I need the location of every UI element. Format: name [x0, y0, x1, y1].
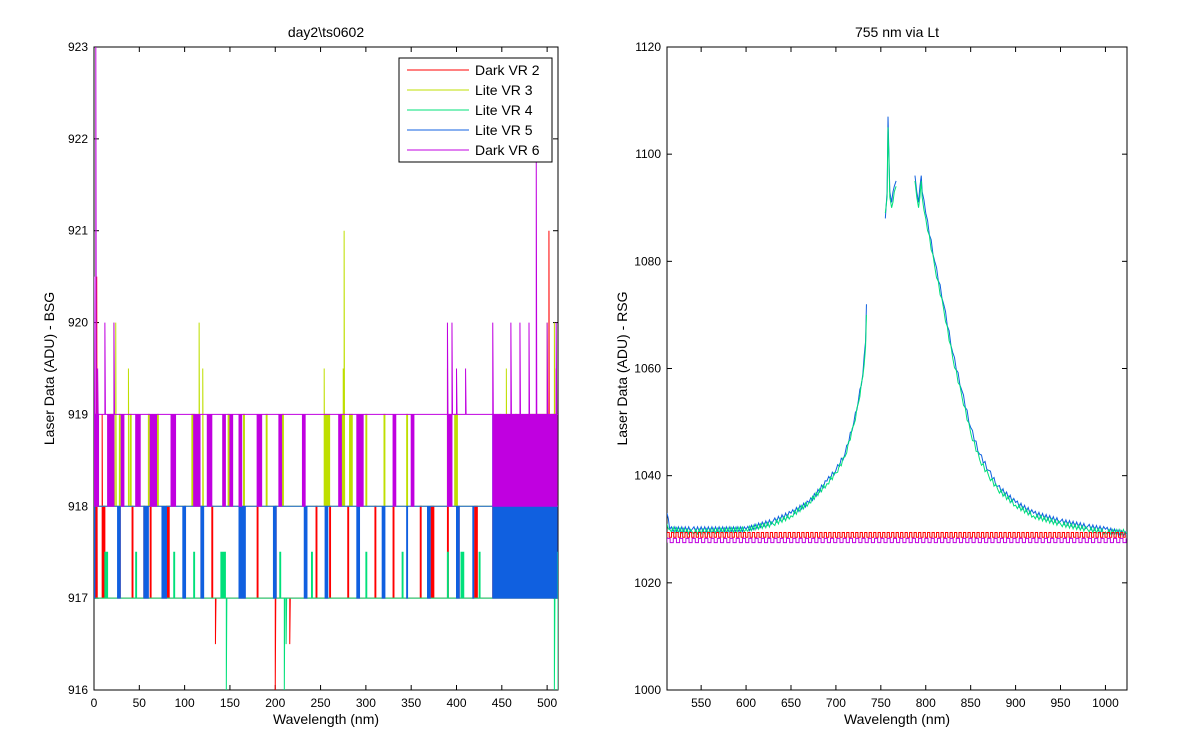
y-tick-label: 920 — [68, 316, 88, 330]
x-tick-label: 850 — [961, 696, 981, 710]
y-tick-label: 1080 — [634, 254, 661, 268]
y-tick-label: 1000 — [634, 683, 661, 697]
left-y-axis-label: Laser Data (ADU) - BSG — [41, 292, 57, 445]
right-plot-area: 550 600 650 700 750 800 850 900 950 1000 1000 1020 1… — [634, 40, 1128, 710]
legend-label: Lite VR 5 — [475, 122, 533, 138]
legend-label: Dark VR 2 — [475, 62, 540, 78]
series-line — [667, 127, 1127, 536]
x-tick-label: 900 — [1006, 696, 1026, 710]
x-tick-label: 200 — [265, 696, 285, 710]
y-tick-label: 1100 — [635, 147, 661, 161]
y-tick-label: 919 — [68, 407, 88, 421]
y-tick-label: 917 — [68, 591, 88, 605]
y-tick-label: 1120 — [635, 40, 661, 54]
y-tick-label: 1020 — [634, 576, 661, 590]
x-tick-label: 800 — [916, 696, 936, 710]
y-tick-label: 921 — [68, 224, 88, 238]
y-tick-label: 922 — [68, 132, 88, 146]
x-tick-label: 650 — [781, 696, 801, 710]
legend-label: Lite VR 3 — [475, 82, 533, 98]
plot-frame — [666, 46, 1128, 691]
x-tick-label: 250 — [311, 696, 331, 710]
x-tick-label: 750 — [871, 696, 891, 710]
series-line — [667, 531, 1126, 538]
left-x-axis-label: Wavelength (nm) — [273, 711, 379, 727]
right-chart-title: 755 nm via Lt — [855, 24, 939, 40]
x-tick-label: 350 — [401, 696, 421, 710]
series-line — [94, 47, 558, 507]
x-tick-label: 450 — [492, 696, 512, 710]
x-tick-label: 400 — [446, 696, 466, 710]
x-tick-label: 600 — [736, 696, 756, 710]
x-tick-label: 0 — [91, 696, 98, 710]
legend-label: Dark VR 6 — [475, 142, 540, 158]
x-tick-label: 550 — [691, 696, 711, 710]
y-tick-label: 918 — [68, 499, 88, 513]
series-group — [667, 116, 1127, 544]
y-tick-label: 1040 — [634, 469, 661, 483]
x-tick-label: 500 — [537, 696, 557, 710]
left-panel: day2\ts0602 Wavelength (nm) Laser Data (… — [41, 24, 559, 727]
y-tick-label: 1060 — [634, 362, 661, 376]
series-group — [94, 47, 558, 690]
left-legend: Dark VR 2 Lite VR 3 Lite VR 4 Lite VR 5 Dark… — [398, 57, 553, 163]
x-tick-label: 100 — [175, 696, 195, 710]
right-y-axis-label: Laser Data (ADU) - RSG — [614, 291, 630, 445]
x-tick-label: 150 — [220, 696, 240, 710]
left-chart-title: day2\ts0602 — [288, 24, 364, 40]
x-tick-label: 50 — [133, 696, 147, 710]
x-tick-label: 700 — [826, 696, 846, 710]
right-x-axis-label: Wavelength (nm) — [844, 711, 950, 727]
series-line — [667, 537, 1127, 544]
y-tick-label: 923 — [68, 40, 88, 54]
legend-label: Lite VR 4 — [475, 102, 533, 118]
x-tick-label: 300 — [356, 696, 376, 710]
y-tick-label: 916 — [68, 683, 88, 697]
x-tick-label: 1000 — [1092, 696, 1119, 710]
x-tick-label: 950 — [1051, 696, 1071, 710]
right-panel: 755 nm via Lt Wavelength (nm) Laser Data… — [614, 24, 1128, 727]
